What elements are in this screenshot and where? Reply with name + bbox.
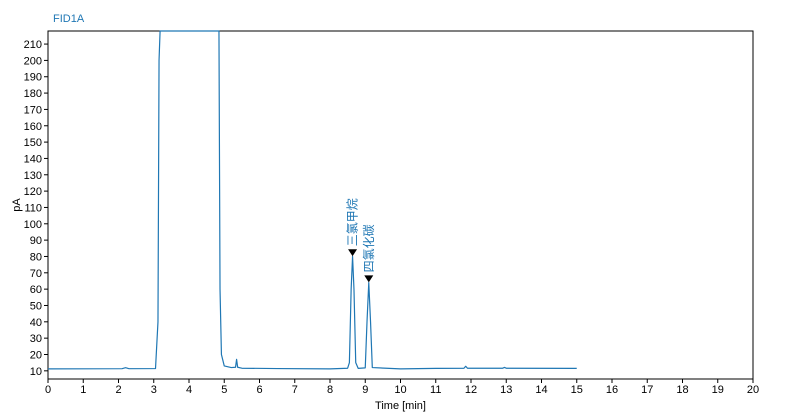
signal-label: FID1A [53,13,85,25]
y-tick-label: 210 [24,39,42,51]
plot-frame [47,30,754,380]
x-axis-title: Time [min] [375,400,426,412]
x-tick-label: 12 [465,384,477,396]
x-tick-label: 1 [80,384,86,396]
y-tick-label: 40 [30,317,42,329]
y-tick-label: 90 [30,235,42,247]
y-axis-title: pA [11,198,23,212]
y-tick-label: 70 [30,268,42,280]
y-tick-label: 200 [24,55,42,67]
y-tick-label: 130 [24,170,42,182]
series-layer [47,30,577,370]
y-tick-label: 160 [24,121,42,133]
y-axis: 10 20 30 40 50 60 70 80 90 100 110 120 130 140 150 160 1… [24,39,48,378]
y-tick-label: 180 [24,88,42,100]
y-tick-label: 20 [30,349,42,361]
x-tick-label: 13 [500,384,512,396]
x-tick-label: 4 [186,384,192,396]
x-tick-label: 5 [221,384,227,396]
x-tick-label: 16 [606,384,618,396]
y-tick-label: 150 [24,137,42,149]
x-tick-label: 8 [327,384,333,396]
peak-label: 三氯甲烷 [346,198,360,246]
x-tick-label: 2 [115,384,121,396]
x-tick-label: 3 [151,384,157,396]
peak-marker [364,275,374,283]
x-axis: 0 1 2 3 4 5 6 7 8 9 10 11 12 13 14 15 16 17 18 19 20 [45,379,759,396]
x-tick-label: 17 [641,384,653,396]
x-tick-label: 9 [362,384,368,396]
series-line [47,30,577,370]
y-tick-label: 190 [24,72,42,84]
y-tick-label: 80 [30,251,42,263]
y-tick-label: 50 [30,300,42,312]
x-tick-label: 19 [712,384,724,396]
x-tick-label: 6 [256,384,262,396]
y-tick-label: 120 [24,186,42,198]
x-tick-label: 10 [394,384,406,396]
x-tick-label: 15 [571,384,583,396]
x-tick-label: 14 [535,384,547,396]
y-tick-label: 110 [24,202,42,214]
y-tick-label: 170 [24,104,42,116]
x-tick-label: 20 [747,384,759,396]
y-tick-label: 30 [30,333,42,345]
x-tick-label: 0 [45,384,51,396]
peak-label: 四氯化碳 [362,224,376,272]
y-tick-label: 60 [30,284,42,296]
y-tick-label: 100 [24,219,42,231]
y-tick-label: 10 [30,366,42,378]
x-tick-label: 7 [292,384,298,396]
y-tick-label: 140 [24,153,42,165]
x-tick-label: 11 [430,384,441,396]
x-tick-label: 18 [676,384,688,396]
peak-marker [348,249,358,257]
